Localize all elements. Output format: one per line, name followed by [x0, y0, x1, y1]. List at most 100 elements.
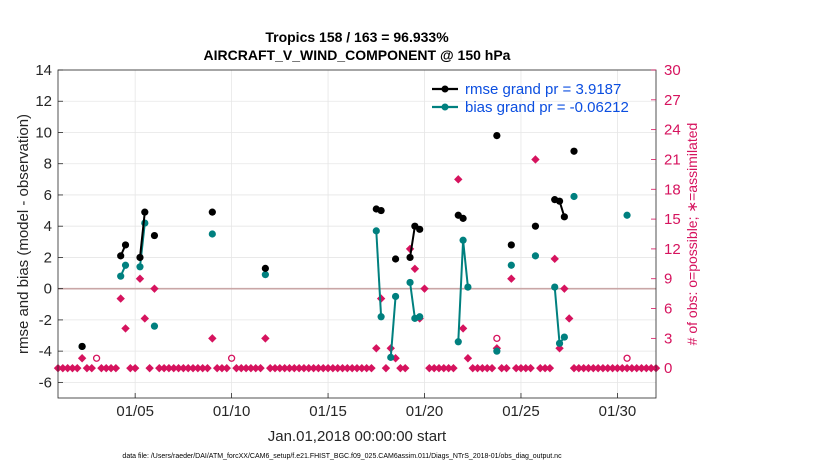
obs-assimilated-point [246, 363, 256, 373]
obs-assimilated-point [593, 363, 603, 373]
obs-assimilated-point [564, 314, 574, 323]
obs-assimilated-point [526, 363, 535, 373]
y-tick-label: 2 [44, 249, 52, 266]
obs-assimilated-point [429, 363, 439, 373]
bias-point [387, 353, 395, 361]
obs-assimilated-point [77, 354, 87, 363]
obs-assimilated-point [362, 363, 371, 373]
obs-assimilated-point [343, 363, 352, 373]
obs-assimilated-point [222, 363, 231, 373]
obs-assimilated-point [179, 363, 188, 373]
obs-assimilated-point [155, 363, 164, 373]
plot-frame [57, 69, 657, 399]
rmse-point [416, 225, 424, 233]
obs-assimilated-point [169, 363, 178, 373]
obs-assimilated-point [285, 363, 294, 373]
obs-assimilated-point [140, 314, 150, 323]
obs-assimilated-point [545, 363, 555, 373]
obs-assimilated-point [314, 363, 323, 373]
obs-assimilated-point [613, 363, 622, 373]
obs-assimilated-point [270, 363, 280, 373]
obs-assimilated-point [401, 363, 410, 373]
rmse-point [507, 241, 515, 249]
y-right-tick-label: 3 [664, 330, 672, 347]
x-tick-label: 01/25 [502, 403, 540, 420]
bias-point [570, 192, 578, 201]
rmse-line [138, 212, 146, 258]
obs-assimilated-point [145, 363, 154, 373]
obs-assimilated-point [579, 363, 588, 373]
obs-assimilated-point [521, 363, 530, 373]
bias-point [117, 272, 125, 280]
obs-possible-point [92, 354, 101, 362]
obs-assimilated-point [102, 363, 111, 373]
rmse-point [141, 208, 149, 216]
obs-assimilated-point [458, 324, 468, 333]
obs-possible-point [227, 354, 236, 362]
rmse-point [531, 222, 540, 230]
obs-assimilated-point [256, 363, 265, 373]
obs-assimilated-point [290, 363, 299, 373]
y-tick-label: -2 [39, 312, 52, 329]
obs-assimilated-point [454, 175, 463, 184]
obs-assimilated-point [478, 363, 487, 373]
obs-assimilated-point [193, 363, 203, 373]
obs-assimilated-point [574, 363, 584, 373]
obs-assimilated-point [68, 363, 77, 373]
obs-assimilated-point [164, 363, 174, 373]
obs-assimilated-point [212, 363, 222, 373]
obs-assimilated-point [130, 363, 140, 373]
obs-assimilated-point [159, 363, 169, 373]
obs-assimilated-point [217, 363, 227, 373]
obs-assimilated-point [357, 363, 367, 373]
obs-assimilated-point [126, 363, 135, 373]
y-axis-label: rmse and bias (model - observation) [15, 114, 32, 354]
bias-point [623, 211, 631, 219]
rmse-point [493, 132, 501, 140]
rmse-point [560, 213, 568, 221]
y-right-tick-label: 30 [664, 62, 681, 79]
obs-assimilated-point [111, 363, 121, 373]
chart-subtitle: AIRCRAFT_V_WIND_COMPONENT @ 150 hPa [204, 47, 511, 63]
obs-assimilated-point [468, 363, 477, 373]
obs-assimilated-point [304, 363, 313, 373]
obs-assimilated-point [352, 363, 362, 373]
obs-assimilated-point [420, 284, 429, 293]
obs-assimilated-point [425, 363, 434, 373]
obs-assimilated-point [97, 363, 106, 373]
y-tick-label: 10 [35, 124, 52, 141]
y-right-tick-label: 21 [664, 151, 681, 168]
y-tick-label: 12 [35, 93, 52, 110]
obs-assimilated-point [516, 363, 526, 373]
bias-point [121, 261, 130, 269]
obs-assimilated-point [121, 324, 130, 333]
bias-point [551, 283, 559, 291]
x-tick-label: 01/10 [213, 403, 251, 420]
obs-possible-point [623, 354, 631, 362]
obs-assimilated-point [396, 363, 405, 373]
obs-assimilated-point [618, 363, 627, 373]
bias-point [150, 322, 159, 330]
legend: rmse grand pr = 3.9187 bias grand pr = -… [432, 81, 629, 116]
obs-assimilated-point [487, 363, 497, 373]
rmse-point [377, 206, 385, 215]
obs-assimilated-point [511, 363, 521, 373]
obs-assimilated-point [372, 344, 381, 353]
x-tick-label: 01/20 [406, 403, 444, 420]
obs-assimilated-point [381, 363, 391, 373]
rmse-point [136, 253, 144, 262]
y-right-tick-label: 6 [664, 301, 672, 318]
obs-assimilated-point [627, 363, 637, 373]
x-axis-label: Jan.01,2018 00:00:00 start [268, 428, 447, 445]
bias-point [459, 236, 467, 244]
obs-assimilated-point [309, 363, 318, 373]
obs-assimilated-point [275, 363, 285, 373]
y-right-tick-label: 18 [664, 181, 681, 198]
obs-assimilated-point [560, 284, 569, 293]
y-tick-label: 0 [44, 281, 52, 298]
obs-assimilated-point [208, 334, 217, 343]
obs-assimilated-point [410, 264, 420, 273]
obs-assimilated-point [434, 363, 444, 373]
obs-assimilated-point [338, 363, 347, 373]
